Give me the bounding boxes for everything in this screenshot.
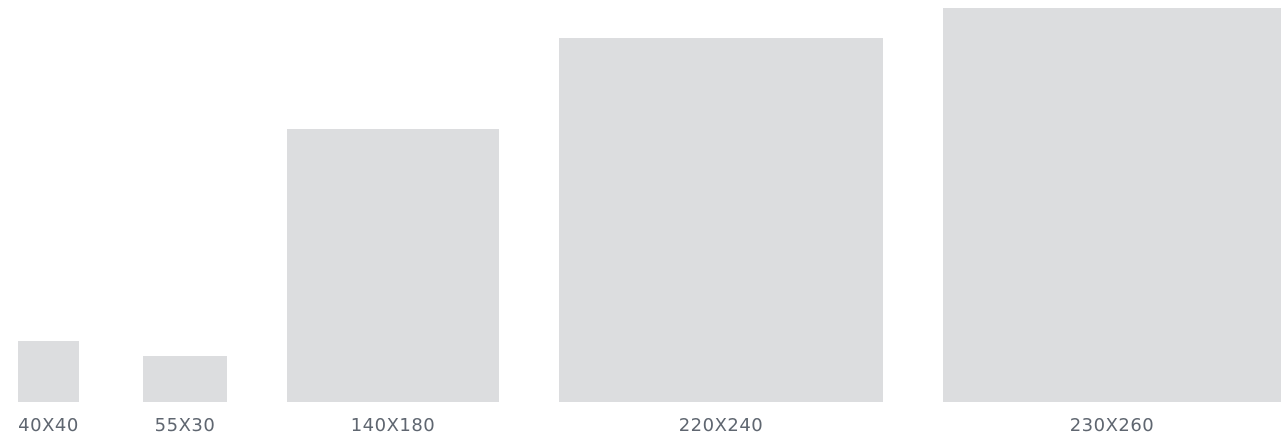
size-box-220x240: [559, 38, 883, 402]
size-box-55x30: [143, 356, 227, 402]
size-item-40x40: 40X40: [18, 0, 79, 440]
size-item-230x260: 230X260: [943, 0, 1281, 440]
size-label-140x180: 140X180: [350, 415, 436, 436]
size-item-220x240: 220X240: [559, 0, 883, 440]
size-label-40x40: 40X40: [18, 415, 79, 436]
size-box-140x180: [287, 129, 499, 402]
size-box-40x40: [18, 341, 79, 402]
size-item-55x30: 55X30: [143, 0, 227, 440]
size-label-230x260: 230X260: [1069, 415, 1155, 436]
size-box-230x260: [943, 8, 1281, 402]
size-item-140x180: 140X180: [287, 0, 499, 440]
size-label-220x240: 220X240: [678, 415, 764, 436]
size-label-55x30: 55X30: [154, 415, 216, 436]
